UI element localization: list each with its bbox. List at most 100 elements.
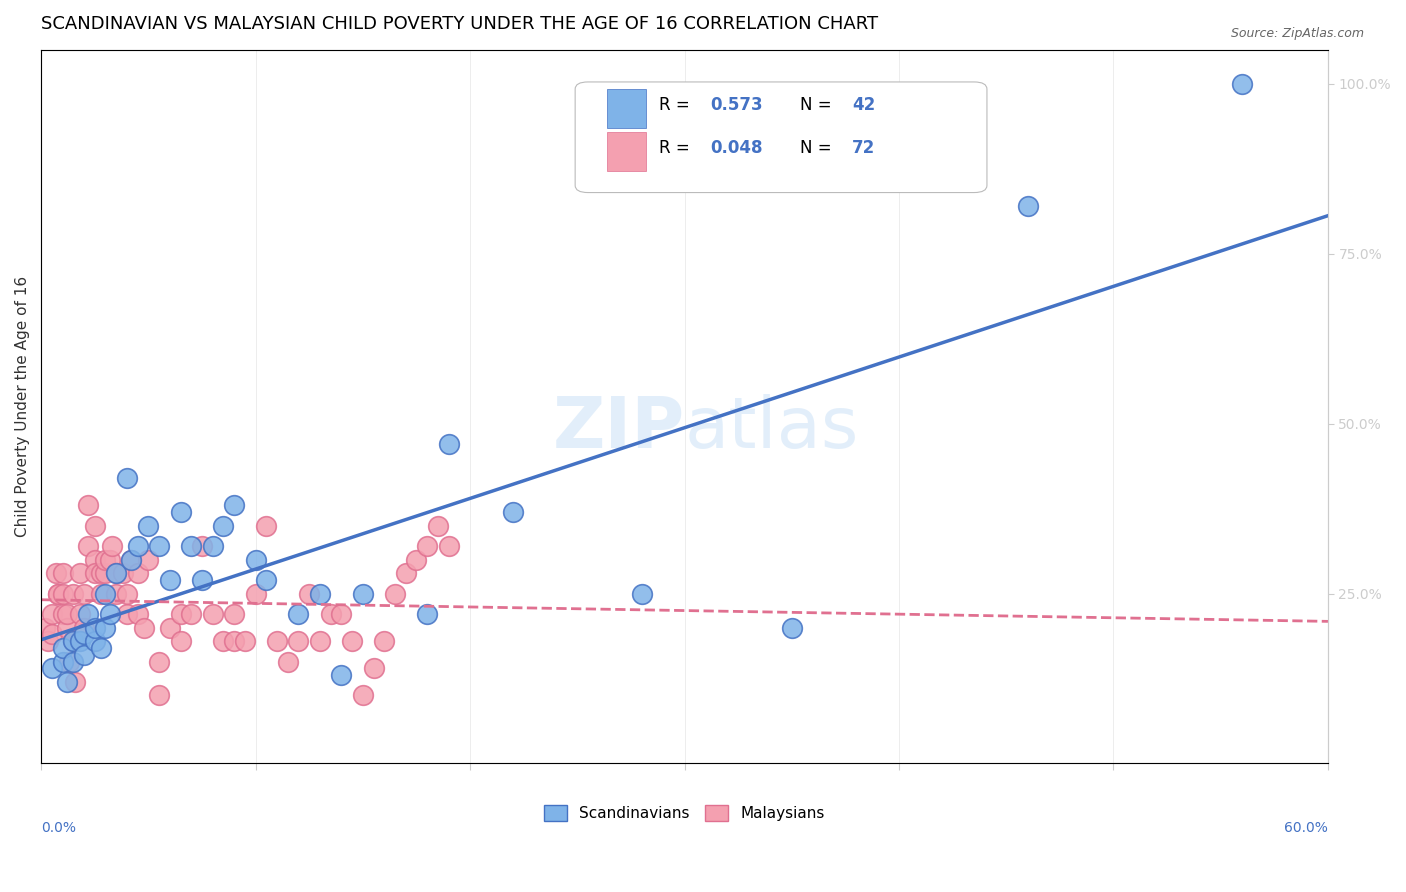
Text: N =: N = (800, 138, 837, 157)
Text: N =: N = (800, 96, 837, 114)
Point (630, 586, 652, 600)
Point (69, 607, 91, 621)
Point (245, 552, 267, 566)
Point (120, 552, 142, 566)
Text: 0.0%: 0.0% (41, 821, 76, 835)
Point (277, 655, 299, 669)
Point (94, 586, 117, 600)
FancyBboxPatch shape (575, 82, 987, 193)
Point (159, 621, 181, 635)
Point (502, 505, 524, 519)
Point (90, 566, 112, 581)
Point (309, 586, 332, 600)
Point (46, 586, 69, 600)
Point (319, 607, 342, 621)
Point (41, 607, 63, 621)
Point (34, 621, 56, 635)
Point (62, 634, 84, 648)
Point (73, 621, 96, 635)
Point (224, 607, 246, 621)
Point (62, 634, 84, 648)
Point (98, 552, 121, 566)
Point (437, 437, 460, 451)
Point (69, 566, 91, 581)
Point (169, 505, 191, 519)
Point (111, 566, 134, 581)
Point (245, 586, 267, 600)
Y-axis label: Child Poverty Under the Age of 16: Child Poverty Under the Age of 16 (15, 277, 30, 537)
Point (115, 586, 138, 600)
Point (352, 586, 374, 600)
Point (58, 655, 80, 669)
Point (212, 634, 235, 648)
Point (46, 586, 69, 600)
Point (65, 674, 87, 689)
Point (1017, 199, 1039, 213)
Point (41, 661, 63, 675)
Point (41, 627, 63, 641)
Point (73, 586, 96, 600)
Point (352, 689, 374, 703)
Text: 72: 72 (852, 138, 875, 157)
Point (51, 566, 73, 581)
Point (384, 586, 406, 600)
Point (309, 634, 332, 648)
Point (224, 498, 246, 512)
Point (405, 552, 427, 566)
Point (90, 640, 112, 655)
Point (340, 634, 363, 648)
Point (120, 552, 142, 566)
Point (51, 640, 73, 655)
Point (191, 539, 214, 553)
Point (83, 566, 105, 581)
Point (148, 539, 170, 553)
Point (148, 689, 170, 703)
Point (287, 607, 309, 621)
Point (105, 566, 128, 581)
Point (62, 586, 84, 600)
Point (83, 518, 105, 533)
Point (69, 634, 91, 648)
Text: ZIP: ZIP (553, 393, 685, 463)
Point (105, 586, 128, 600)
Point (266, 634, 288, 648)
Point (201, 539, 224, 553)
Point (233, 634, 256, 648)
Text: Source: ZipAtlas.com: Source: ZipAtlas.com (1230, 27, 1364, 40)
Point (90, 586, 112, 600)
Point (37, 634, 59, 648)
Point (51, 655, 73, 669)
Point (437, 539, 460, 553)
Point (101, 539, 124, 553)
Point (395, 566, 418, 581)
Legend: Scandinavians, Malaysians: Scandinavians, Malaysians (538, 799, 831, 827)
FancyBboxPatch shape (607, 89, 645, 128)
Point (373, 634, 395, 648)
Text: 60.0%: 60.0% (1284, 821, 1327, 835)
Text: 0.573: 0.573 (710, 96, 763, 114)
Point (138, 552, 160, 566)
Point (98, 607, 121, 621)
FancyBboxPatch shape (607, 132, 645, 171)
Point (94, 566, 117, 581)
Point (159, 573, 181, 587)
Point (56, 607, 79, 621)
Text: 0.048: 0.048 (710, 138, 763, 157)
Point (180, 607, 202, 621)
Point (426, 518, 449, 533)
Point (416, 607, 439, 621)
Point (416, 539, 439, 553)
Point (45, 566, 67, 581)
Point (254, 573, 277, 587)
Point (83, 552, 105, 566)
Point (132, 621, 155, 635)
Text: R =: R = (659, 96, 695, 114)
Point (180, 539, 202, 553)
Point (94, 621, 117, 635)
Point (363, 661, 385, 675)
Point (780, 621, 803, 635)
Point (115, 607, 138, 621)
Point (127, 539, 149, 553)
Point (169, 607, 191, 621)
Text: SCANDINAVIAN VS MALAYSIAN CHILD POVERTY UNDER THE AGE OF 16 CORRELATION CHART: SCANDINAVIAN VS MALAYSIAN CHILD POVERTY … (41, 15, 879, 33)
